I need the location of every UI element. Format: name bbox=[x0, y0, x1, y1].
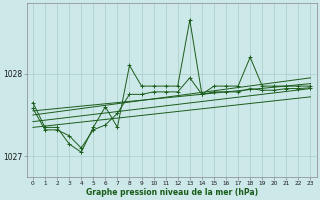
X-axis label: Graphe pression niveau de la mer (hPa): Graphe pression niveau de la mer (hPa) bbox=[86, 188, 258, 197]
